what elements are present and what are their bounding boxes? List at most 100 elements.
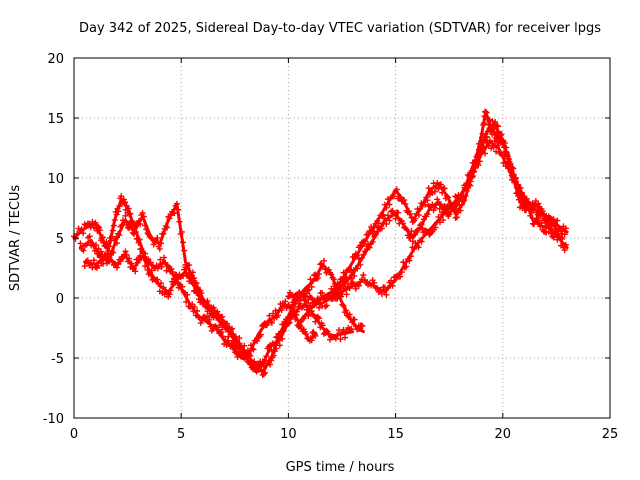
data-point-marker [360,251,367,258]
data-point-marker [78,226,85,233]
data-point-marker [109,227,116,234]
data-point-marker [263,322,270,329]
data-point-marker [403,226,410,233]
x-tick-label: 0 [70,427,78,442]
data-point-marker [135,239,142,246]
data-point-marker [154,265,161,272]
data-point-marker [422,201,429,208]
series-track-3 [81,248,355,374]
data-point-marker [402,225,409,232]
data-point-marker [122,248,129,255]
data-point-marker [518,189,525,196]
data-point-marker [483,109,490,116]
x-tick-label: 15 [387,427,404,442]
data-point-marker [125,205,132,212]
data-point-marker [452,214,459,221]
data-point-marker [193,290,200,297]
data-point-marker [175,280,182,287]
data-point-marker [262,357,269,364]
x-tick-label: 10 [280,427,297,442]
grid-lines [74,58,610,418]
data-point-marker [348,266,355,273]
data-point-marker [343,291,350,298]
data-point-marker [243,355,250,362]
data-point-marker [206,316,213,323]
data-point-marker [154,276,161,283]
data-point-marker [156,245,163,252]
data-point-marker [437,181,444,188]
data-point-marker [116,232,123,239]
data-point-marker [354,252,361,259]
data-point-marker [127,219,134,226]
data-point-marker [183,272,190,279]
data-point-marker [361,238,368,245]
data-point-marker [244,347,251,354]
data-point-marker [232,333,239,340]
data-point-marker [399,220,406,227]
y-tick-label: 15 [47,112,64,127]
data-point-marker [77,240,84,247]
data-point-marker [402,201,409,208]
data-point-marker [110,222,117,229]
data-point-marker [268,357,275,364]
data-point-marker [562,225,569,232]
chart-title: Day 342 of 2025, Sidereal Day-to-day VTE… [79,21,601,36]
data-point-marker [101,251,108,258]
data-point-marker [163,267,170,274]
data-point-marker [305,287,312,294]
data-point-marker [308,283,315,290]
data-point-marker [238,346,245,353]
data-point-marker [494,142,501,149]
data-point-marker [176,218,183,225]
data-point-marker [107,251,114,258]
data-point-marker [466,173,473,180]
data-point-marker [267,361,274,368]
data-point-marker [497,132,504,139]
data-point-marker [229,330,236,337]
data-point-marker [380,211,387,218]
data-point-marker [281,323,288,330]
data-point-marker [173,200,180,207]
data-point-marker [351,254,358,261]
data-point-marker [524,198,531,205]
data-point-marker [439,189,446,196]
data-point-marker [342,307,349,314]
data-point-marker [383,291,390,298]
data-point-marker [343,328,350,335]
x-tick-label: 20 [495,427,512,442]
data-point-marker [108,233,115,240]
data-point-marker [480,120,487,127]
data-point-marker [520,194,527,201]
y-axis-label: SDTVAR / TECUs [8,185,23,292]
data-point-marker [303,331,310,338]
data-point-marker [91,247,98,254]
data-point-marker [123,251,130,258]
data-point-marker [317,296,324,303]
data-point-marker [137,221,144,228]
data-point-marker [209,305,216,312]
data-point-marker [249,345,256,352]
data-point-marker [149,235,156,242]
data-point-marker [320,257,327,264]
data-point-marker [293,308,300,315]
data-point-marker [81,263,88,270]
data-point-marker [396,195,403,202]
data-point-marker [432,224,439,231]
data-point-marker [214,311,221,318]
data-point-marker [361,248,368,255]
data-point-marker [378,290,385,297]
data-point-marker [358,276,365,283]
data-point-marker [247,352,254,359]
data-point-marker [100,260,107,267]
data-point-marker [263,353,270,360]
data-point-marker [308,337,315,344]
data-point-marker [461,184,468,191]
data-point-marker [472,165,479,172]
data-point-marker [526,204,533,211]
data-point-marker [449,204,456,211]
data-point-marker [285,320,292,327]
data-point-marker [132,268,139,275]
data-point-marker [337,336,344,343]
series-track-5 [285,118,565,311]
data-point-marker [143,255,150,262]
